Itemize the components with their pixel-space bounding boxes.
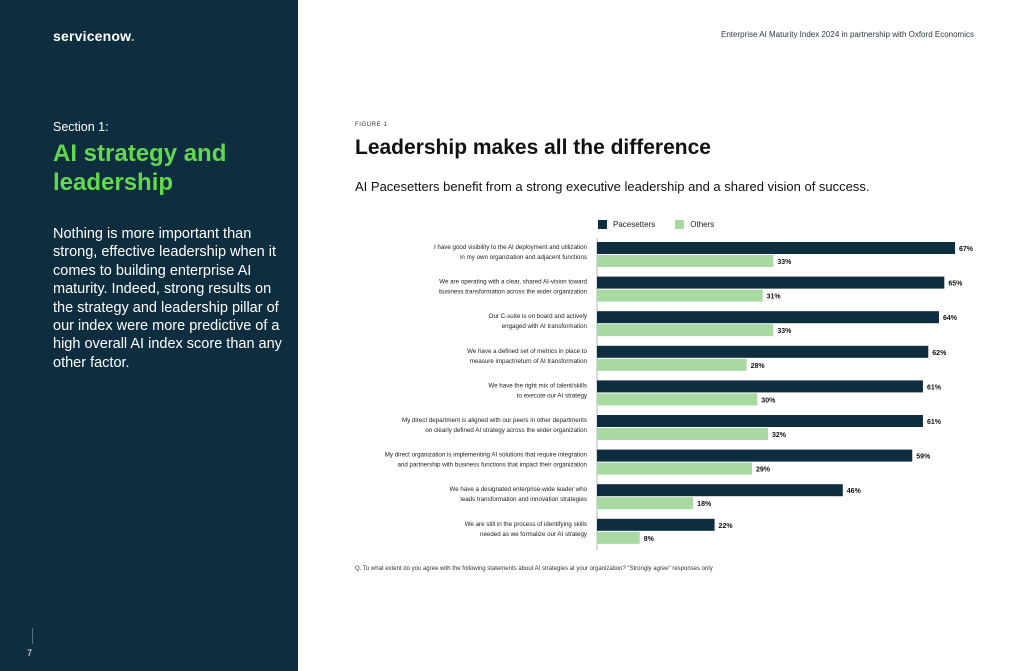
data-label-others-8: 8% [644, 536, 655, 543]
data-label-pacesetters-2: 64% [943, 315, 958, 322]
category-label-1-line-1: business transformation across the wider… [439, 289, 587, 296]
bar-pacesetters-5 [597, 415, 923, 427]
legend-swatch-pacesetters [598, 220, 607, 229]
data-label-pacesetters-4: 61% [927, 384, 942, 391]
bar-pacesetters-4 [597, 380, 923, 393]
bar-pacesetters-6 [597, 449, 913, 462]
bar-others-1 [597, 289, 763, 302]
category-label-0-line-0: I have good visibility to the AI deploym… [434, 244, 588, 251]
legend-label-pacesetters: Pacesetters [613, 220, 656, 229]
figure-subtitle: AI Pacesetters benefit from a strong exe… [355, 179, 870, 194]
figure-title: Leadership makes all the difference [355, 136, 711, 159]
bar-others-0 [597, 255, 774, 267]
intro-paragraph: Nothing is more important than strong, e… [53, 226, 282, 371]
data-label-pacesetters-6: 59% [916, 454, 931, 461]
bar-others-7 [597, 497, 694, 510]
bar-pacesetters-3 [597, 345, 929, 358]
section-title: AI strategy and leadership [53, 140, 227, 196]
section-label: Section 1: [53, 120, 109, 134]
bar-pacesetters-8 [597, 518, 715, 531]
data-label-pacesetters-0: 67% [959, 246, 974, 253]
data-label-others-0: 33% [777, 259, 792, 266]
legend-item-pacesetters: Pacesetters [598, 220, 655, 229]
data-label-pacesetters-1: 65% [948, 281, 963, 288]
sidebar: servicenow. Section 1: AI strategy and l… [0, 0, 298, 671]
bar-pacesetters-0 [597, 242, 955, 254]
servicenow-logo[interactable]: servicenow. [53, 28, 135, 44]
data-label-pacesetters-7: 46% [847, 488, 862, 495]
page-rule [32, 628, 33, 644]
data-label-pacesetters-3: 62% [932, 350, 947, 357]
legend-item-others: Others [675, 220, 714, 229]
bar-others-6 [597, 462, 752, 475]
category-label-4-line-1: to execute our AI strategy [517, 392, 588, 399]
category-label-1-line-0: We are operating with a clear, shared AI… [439, 279, 587, 286]
category-label-3-line-0: We have a defined set of metrics in plac… [467, 348, 587, 355]
category-label-8-line-0: We are still in the process of identifyi… [465, 521, 587, 528]
category-label-7-line-1: leads transformation and innovation stra… [460, 496, 587, 503]
bar-others-2 [597, 324, 774, 337]
logo-text: servicenow [53, 28, 131, 44]
bar-pacesetters-2 [597, 311, 939, 324]
category-label-6-line-0: My direct organization is implementing A… [385, 452, 588, 459]
bar-pacesetters-7 [597, 484, 843, 497]
header-text: Enterprise AI Maturity Index 2024 in par… [720, 30, 974, 39]
data-label-pacesetters-5: 61% [927, 419, 942, 426]
figure-footnote: Q. To what extent do you agree with the … [355, 566, 713, 572]
data-label-others-5: 32% [772, 432, 787, 439]
bar-others-4 [597, 393, 758, 406]
figure-label: FIGURE 1 [355, 122, 388, 128]
bar-others-5 [597, 428, 768, 440]
chart-legend: Pacesetters Others [598, 220, 714, 229]
category-label-6-line-1: and partnership with business functions … [397, 462, 587, 469]
data-label-others-2: 33% [777, 328, 792, 335]
category-label-7-line-0: We have a designated enterprise-wide lea… [450, 486, 588, 493]
data-label-others-4: 30% [761, 397, 776, 404]
category-label-5-line-1: on clearly defined AI strategy across th… [425, 427, 587, 434]
category-label-5-line-0: My direct department is aligned with our… [402, 417, 587, 424]
bar-others-3 [597, 358, 747, 371]
data-label-others-6: 29% [756, 467, 771, 474]
category-label-2-line-1: engaged with AI transformation [502, 323, 588, 330]
category-label-2-line-0: Our C-suite is on board and actively [489, 313, 588, 320]
category-label-0-line-1: in my own organization and adjacent func… [460, 254, 587, 261]
bar-others-8 [597, 531, 640, 544]
data-label-pacesetters-8: 22% [719, 523, 734, 530]
legend-label-others: Others [690, 220, 715, 229]
logo-suffix: . [130, 28, 135, 44]
category-label-4-line-0: We have the right mix of talent/skills [488, 382, 587, 389]
legend-swatch-others [675, 220, 685, 229]
page-number: 7 [27, 648, 33, 658]
data-label-others-7: 18% [697, 501, 712, 508]
bar-pacesetters-1 [597, 276, 945, 289]
data-label-others-3: 28% [751, 363, 766, 370]
category-label-3-line-1: measure impact/return of AI transformati… [470, 358, 588, 365]
category-label-8-line-1: needed as we formalize our AI strategy [480, 531, 588, 538]
data-label-others-1: 31% [767, 294, 782, 301]
